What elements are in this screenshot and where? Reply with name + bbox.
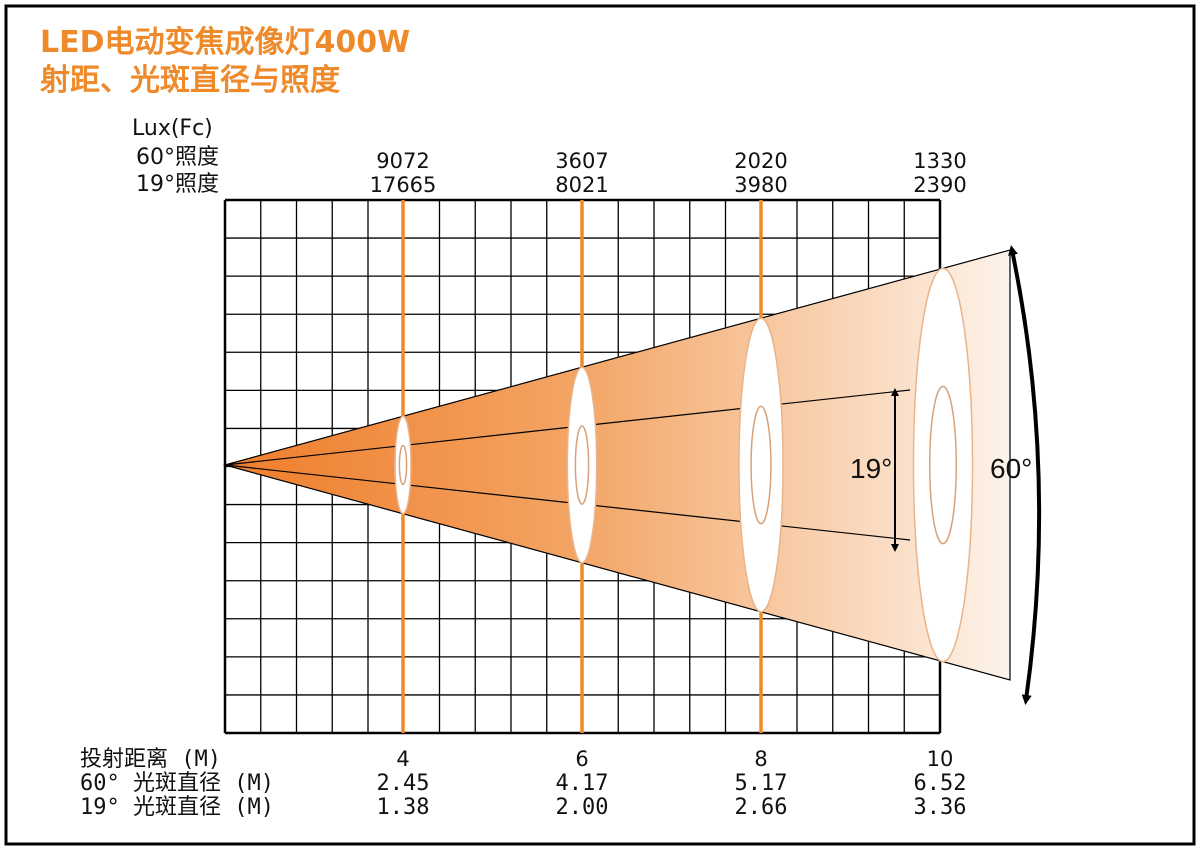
distance-tick-label: 10 bbox=[927, 747, 954, 771]
diameter-60-value: 6.52 bbox=[914, 771, 967, 796]
diameter-19-value: 2.00 bbox=[556, 795, 609, 820]
spot-19-10 bbox=[928, 385, 958, 545]
diameter-19-value: 3.36 bbox=[914, 795, 967, 820]
row-label-lux-19: 19°照度 bbox=[136, 172, 219, 197]
distance-tick-label: 8 bbox=[754, 747, 767, 771]
spot-60-10 bbox=[912, 267, 974, 663]
spot-60-6 bbox=[566, 366, 598, 564]
diameter-60-value: 4.17 bbox=[556, 771, 609, 796]
spot-ellipses bbox=[394, 267, 974, 663]
arc-60-arrow bbox=[1008, 245, 1042, 705]
lux-60-value: 9072 bbox=[376, 149, 429, 173]
lux-60-value: 2020 bbox=[734, 149, 787, 173]
lux-60-value: 3607 bbox=[555, 149, 608, 173]
bottom-values: 42.451.38 64.172.00 85.172.66 106.523.36 bbox=[377, 747, 967, 820]
lux-19-value: 3980 bbox=[734, 173, 787, 197]
angle-label-19: 19° bbox=[850, 453, 892, 484]
title-line1: LED电动变焦成像灯400W bbox=[40, 25, 410, 60]
spot-19-6 bbox=[574, 425, 590, 505]
row-label-diameter-60: 60° 光斑直径 (M) bbox=[80, 771, 274, 796]
distance-tick-label: 6 bbox=[575, 747, 588, 771]
page-frame bbox=[4, 4, 1196, 846]
angle-annotations: 19° 60° bbox=[850, 245, 1042, 705]
beam-19-lower bbox=[224, 464, 911, 541]
title-line2: 射距、光斑直径与照度 bbox=[40, 63, 340, 98]
diameter-60-value: 5.17 bbox=[735, 771, 788, 796]
lux-60-value: 1330 bbox=[913, 149, 966, 173]
distance-tick-label: 4 bbox=[396, 747, 409, 771]
diameter-19-value: 2.66 bbox=[735, 795, 788, 820]
unit-label: Lux(Fc) bbox=[132, 116, 213, 141]
angle-label-60: 60° bbox=[990, 453, 1032, 484]
spot-60-8 bbox=[738, 317, 784, 613]
lux-19-value: 2390 bbox=[913, 173, 966, 197]
diameter-19-value: 1.38 bbox=[377, 795, 430, 820]
lux-19-value: 17665 bbox=[370, 173, 437, 197]
diameter-60-value: 2.45 bbox=[377, 771, 430, 796]
row-label-lux-60: 60°照度 bbox=[136, 145, 219, 170]
row-label-diameter-19: 19° 光斑直径 (M) bbox=[80, 795, 274, 820]
spot-19-8 bbox=[750, 405, 772, 525]
beam-19-upper bbox=[224, 389, 911, 466]
spot-19-4 bbox=[398, 444, 408, 486]
row-label-distance: 投射距离 (M) bbox=[80, 747, 221, 772]
lux-19-value: 8021 bbox=[555, 173, 608, 197]
spot-60-4 bbox=[394, 415, 412, 515]
